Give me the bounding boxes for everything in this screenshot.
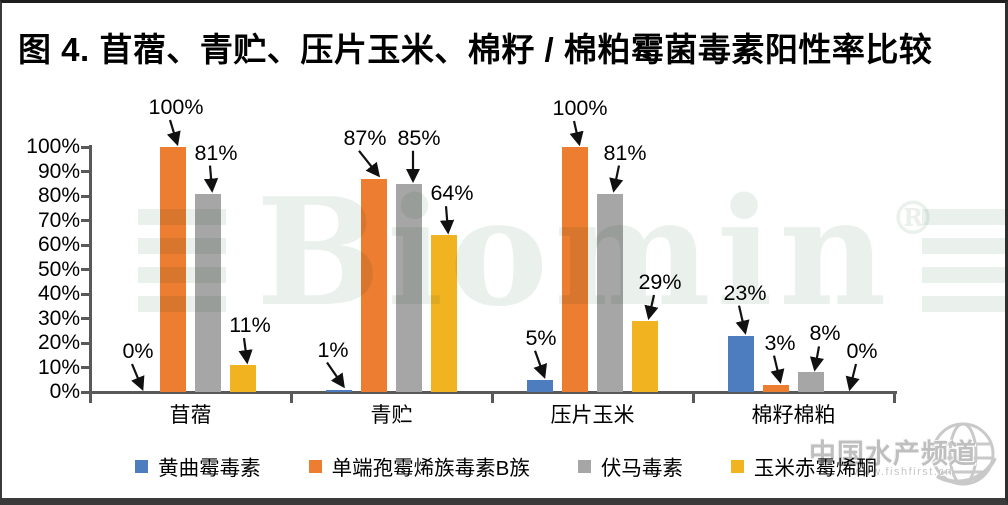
legend-swatch <box>135 459 149 473</box>
x-tick-mark <box>892 394 896 403</box>
bar <box>431 235 457 392</box>
legend-item: 伏马毒素 <box>577 451 683 481</box>
x-tick-mark <box>88 394 92 403</box>
bar <box>632 320 658 392</box>
y-tick-mark <box>81 219 90 222</box>
biomin-bars-right-icon <box>922 208 1005 312</box>
y-tick-mark <box>81 194 90 198</box>
x-category-label: 青贮 <box>370 404 413 427</box>
bar <box>562 147 588 392</box>
bar <box>728 335 754 392</box>
annotation-arrow <box>609 165 624 193</box>
legend-item: 黄曲霉毒素 <box>135 451 261 481</box>
y-tick-label: 60% <box>37 233 80 256</box>
x-category-label: 苜蓿 <box>169 404 212 427</box>
annotation-arrow <box>533 350 548 379</box>
bar-value-label: 23% <box>723 280 767 305</box>
bar-value-label: 85% <box>397 125 441 150</box>
bar-value-label: 87% <box>343 125 387 150</box>
y-tick-mark <box>81 170 90 173</box>
annotation-arrow <box>358 150 381 178</box>
legend-label: 黄曲霉毒素 <box>158 457 261 480</box>
annotation-arrow <box>439 206 455 235</box>
legend-label: 玉米赤霉烯酮 <box>753 457 877 480</box>
y-tick-mark <box>81 390 90 394</box>
x-category-label: 棉籽棉粕 <box>751 404 836 427</box>
annotation-arrow <box>326 361 345 389</box>
bar-value-label: 1% <box>317 337 349 362</box>
bar <box>361 178 387 392</box>
bar <box>763 384 789 392</box>
y-tick-mark <box>81 292 90 296</box>
annotation-arrow <box>130 363 145 392</box>
x-axis-line <box>87 391 897 394</box>
annotation-arrows-layer <box>130 119 860 392</box>
bar <box>798 372 824 392</box>
chart-title: 图 4. 苜蓿、青贮、压片玉米、棉籽 / 棉粕霉菌毒素阳性率比较 <box>18 31 933 68</box>
bar-value-label: 29% <box>638 269 682 294</box>
y-tick-mark <box>81 366 90 369</box>
bar-value-label: 0% <box>846 339 878 363</box>
bar-value-label: 0% <box>122 339 154 363</box>
legend-label: 单端孢霉烯族毒素B族 <box>331 457 530 480</box>
bar <box>195 193 221 392</box>
y-tick-label: 30% <box>37 306 80 330</box>
y-tick-label: 40% <box>37 282 80 305</box>
legend-item: 玉米赤霉烯酮 <box>730 451 877 481</box>
bar-value-label: 81% <box>603 140 647 165</box>
y-tick-mark <box>81 317 90 320</box>
legend-swatch <box>730 459 744 473</box>
bar-value-label: 11% <box>229 313 271 338</box>
bar-value-label: 100% <box>148 95 204 119</box>
registered-trademark-icon: ® <box>890 191 936 245</box>
chart-legend: 黄曲霉毒素 单端孢霉烯族毒素B族 伏马毒素 玉米赤霉烯酮 <box>2 449 1005 483</box>
annotation-arrow <box>644 294 659 321</box>
x-category-label: 压片玉米 <box>550 404 635 427</box>
y-axis-line <box>89 145 92 394</box>
bar-value-label: 5% <box>525 325 557 350</box>
bar-value-label: 81% <box>194 140 238 165</box>
x-tick-mark <box>490 394 494 403</box>
legend-item: 单端孢霉烯族毒素B族 <box>308 451 530 481</box>
y-tick-label: 70% <box>37 208 80 232</box>
bar-value-label: 64% <box>430 181 474 206</box>
legend-swatch <box>577 459 591 473</box>
bar <box>326 389 352 392</box>
y-tick-mark <box>81 268 90 271</box>
y-tick-label: 10% <box>37 355 80 379</box>
y-tick-label: 80% <box>37 184 80 207</box>
annotation-arrow <box>203 165 219 193</box>
y-tick-mark <box>81 145 90 149</box>
bar-value-label: 100% <box>552 96 608 120</box>
annotation-arrow <box>770 355 785 384</box>
legend-label: 伏马毒素 <box>600 457 683 480</box>
x-tick-mark <box>289 394 293 403</box>
annotation-arrow <box>238 337 253 365</box>
y-tick-label: 20% <box>37 331 80 354</box>
y-tick-label: 90% <box>37 159 80 183</box>
bar-value-label: 8% <box>809 321 841 346</box>
legend-swatch <box>308 459 322 473</box>
y-tick-label: 0% <box>49 380 80 403</box>
bar <box>396 183 422 392</box>
x-tick-mark <box>691 394 695 403</box>
bar-value-label: 3% <box>764 330 796 355</box>
annotation-arrow <box>845 363 860 392</box>
bar <box>230 365 256 392</box>
bar <box>527 379 553 392</box>
y-tick-label: 100% <box>26 135 80 158</box>
annotation-arrow <box>735 305 750 335</box>
bar <box>597 193 623 392</box>
y-tick-mark <box>81 243 90 247</box>
y-tick-label: 50% <box>37 257 80 281</box>
y-tick-mark <box>81 341 90 345</box>
